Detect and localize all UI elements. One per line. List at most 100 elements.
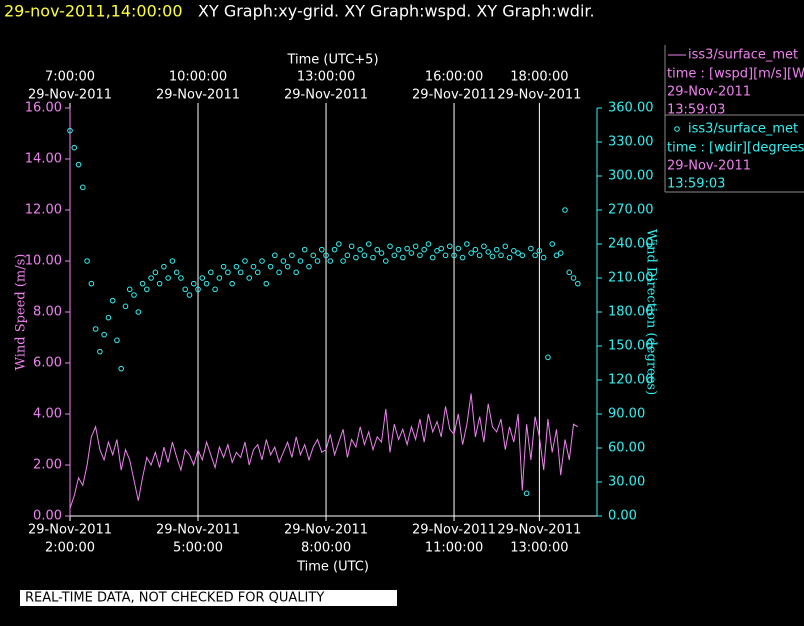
footer: REAL-TIME DATA, NOT CHECKED FOR QUALITY — [25, 591, 324, 606]
wind-direction-point — [446, 243, 453, 250]
x2-tick-date: 29-Nov-2011 — [412, 88, 496, 103]
wind-direction-point — [67, 127, 73, 134]
wind-direction-point — [400, 254, 406, 261]
wind-direction-point — [528, 245, 534, 252]
wind-direction-point — [336, 241, 342, 247]
wind-direction-point — [216, 275, 223, 281]
wind-direction-point — [293, 269, 299, 276]
wind-direction-point — [118, 365, 125, 372]
x2-tick-label: 13:00:00 — [297, 70, 355, 85]
x-tick-label: 8:00:00 — [301, 541, 351, 556]
wind-direction-point — [429, 254, 436, 261]
legend-line: 29-Nov-2011 — [667, 85, 751, 100]
wind-direction-point — [88, 280, 95, 287]
wind-direction-point — [387, 243, 393, 250]
wind-direction-point — [549, 241, 555, 247]
wind-direction-point — [109, 297, 116, 304]
wind-direction-point — [310, 252, 317, 259]
legend-line: time : [wdir][degrees][W — [667, 141, 804, 156]
wind-direction-point — [84, 258, 90, 264]
wind-direction-point — [374, 246, 381, 253]
wind-direction-point — [92, 326, 99, 332]
y-tick-label: 14.00 — [25, 152, 62, 167]
wind-direction-point — [523, 490, 530, 497]
wind-direction-point — [519, 252, 526, 259]
y2-axis-label: Wind Direction (degrees) — [644, 229, 659, 395]
wind-direction-point — [532, 252, 538, 259]
wind-direction-point — [306, 263, 312, 270]
x-tick-label: 2:00:00 — [45, 541, 95, 556]
wind-direction-point — [481, 243, 487, 250]
legend-line: time : [wspd][m/s][Wind — [667, 67, 804, 82]
legend-line: 13:59:03 — [667, 103, 725, 118]
y2-tick-label: 210.00 — [608, 271, 654, 286]
x-tick-label: 13:00:00 — [510, 541, 568, 556]
y2-tick-label: 180.00 — [608, 305, 654, 320]
x2-tick-date: 29-Nov-2011 — [284, 88, 368, 103]
wind-direction-point — [327, 258, 334, 264]
footer-box — [20, 590, 397, 606]
wind-direction-point — [208, 269, 214, 276]
wind-direction-point — [489, 253, 496, 260]
wind-direction-point — [199, 275, 206, 281]
wind-direction-point — [242, 258, 248, 264]
wind-direction-point — [361, 252, 368, 259]
wind-direction-point — [246, 275, 253, 281]
wind-direction-point — [284, 263, 291, 270]
wind-direction-point — [254, 269, 261, 276]
y-tick-label: 16.00 — [25, 101, 62, 116]
wind-direction-point — [195, 286, 201, 293]
wind-direction-point — [515, 250, 521, 256]
wind-direction-point — [395, 246, 402, 253]
wind-direction-point — [272, 252, 278, 259]
wind-direction-point — [536, 248, 543, 254]
wind-direction-point — [468, 250, 474, 256]
y2-tick-label: 270.00 — [608, 203, 654, 218]
wind-direction-point — [186, 292, 193, 298]
wind-direction-point — [340, 258, 346, 264]
wind-direction-point — [178, 275, 184, 281]
wind-direction-point — [464, 241, 470, 247]
x-tick-label: 11:00:00 — [425, 541, 483, 556]
wind-direction-point — [318, 246, 325, 253]
wind-direction-point — [276, 269, 282, 276]
wind-direction-point — [412, 243, 419, 250]
wind-direction-point — [442, 252, 449, 259]
wind-speed-line — [69, 393, 579, 509]
timestamp: 29-nov-2011,14:00:00 — [4, 2, 183, 21]
wind-direction-point — [212, 286, 218, 293]
wind-direction-point — [323, 252, 329, 259]
wind-direction-point — [438, 245, 445, 252]
y-tick-label: 12.00 — [25, 203, 62, 218]
wind-direction-point — [80, 184, 86, 191]
wind-direction-point — [144, 286, 150, 293]
y2-tick-label: 300.00 — [608, 169, 654, 184]
wind-direction-point — [152, 269, 159, 276]
y2-tick-label: 0.00 — [608, 509, 637, 524]
legend-name: iss3/surface_met — [688, 122, 798, 137]
x-axis-label: Time (UTC) — [296, 560, 369, 575]
x-tick-date: 29-Nov-2011 — [284, 523, 368, 538]
x2-tick-date: 29-Nov-2011 — [497, 88, 581, 103]
wind-direction-point — [237, 269, 244, 276]
wind-direction-point — [391, 252, 398, 259]
wind-direction-point — [182, 286, 189, 293]
y2-tick-label: 120.00 — [608, 373, 654, 388]
wind-direction-point — [203, 280, 210, 287]
wind-direction-point — [301, 246, 308, 253]
y-tick-label: 4.00 — [33, 407, 62, 422]
x2-tick-label: 16:00:00 — [425, 70, 483, 85]
x-tick-date: 29-Nov-2011 — [497, 523, 581, 538]
x2-axis-label: Time (UTC+5) — [286, 53, 378, 68]
x2-tick-date: 29-Nov-2011 — [28, 88, 112, 103]
x-tick-date: 29-Nov-2011 — [412, 523, 496, 538]
wind-direction-point — [357, 246, 363, 253]
wind-direction-point — [404, 245, 410, 252]
wind-direction-point — [408, 250, 415, 256]
wind-direction-point — [289, 252, 295, 259]
y2-tick-label: 90.00 — [608, 407, 645, 422]
y2-tick-label: 30.00 — [608, 475, 645, 490]
wind-direction-point — [169, 258, 176, 264]
